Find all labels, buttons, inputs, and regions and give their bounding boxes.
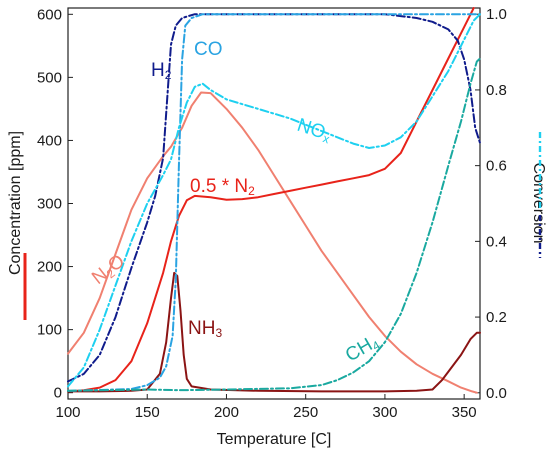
series-label-h2: H2 — [151, 60, 172, 82]
right-y-tick-label: 0.0 — [486, 385, 507, 402]
series-line-0-5-n2 — [67, 7, 475, 393]
x-axis-title: Temperature [C] — [217, 431, 332, 448]
left-y-axis-ticks: 0 100 200 300 400 500 600 — [37, 6, 73, 402]
series-line-h2 — [67, 13, 481, 383]
series-line-nox — [67, 13, 481, 388]
series-label-n2: 0.5 * N2 — [190, 176, 255, 198]
series-label-ch4: CH4 — [342, 331, 383, 367]
x-tick-label: 200 — [214, 404, 239, 421]
series-line-co — [67, 13, 481, 392]
x-tick-label: 100 — [55, 404, 80, 421]
x-tick-label: 250 — [293, 404, 318, 421]
series-label-n2o: N2O — [88, 251, 129, 290]
right-y-tick-label: 0.2 — [486, 309, 507, 326]
series-label-nh3: NH3 — [188, 318, 222, 340]
series-line-nh3 — [67, 271, 481, 393]
x-axis-ticks: 100 150 200 250 300 350 — [55, 394, 477, 421]
right-y-tick-label: 1.0 — [486, 6, 507, 23]
left-y-axis-title-group: Concentration [ppm] — [7, 131, 24, 275]
right-y-tick-label: 0.4 — [486, 233, 507, 250]
left-y-tick-label: 500 — [37, 69, 62, 86]
left-y-tick-label: 200 — [37, 259, 62, 276]
right-y-axis-ticks: 0.0 0.2 0.4 0.6 0.8 1.0 — [475, 6, 507, 402]
left-y-tick-label: 100 — [37, 322, 62, 339]
left-y-tick-label: 300 — [37, 196, 62, 213]
series-line-ch4 — [67, 57, 481, 392]
left-y-tick-label: 600 — [37, 6, 62, 23]
right-y-axis-title: Conversion — [530, 163, 547, 244]
left-y-tick-label: 0 — [54, 385, 62, 402]
right-y-tick-label: 0.8 — [486, 82, 507, 99]
left-y-tick-label: 400 — [37, 132, 62, 149]
plot-frame — [67, 7, 481, 400]
series-lines — [67, 7, 481, 394]
left-y-axis-title: Concentration [ppm] — [7, 131, 24, 275]
series-line-n2o — [67, 91, 478, 394]
right-y-tick-label: 0.6 — [486, 158, 507, 175]
x-tick-label: 350 — [452, 404, 477, 421]
x-tick-label: 150 — [135, 404, 160, 421]
series-label-co: CO — [194, 39, 223, 60]
series-label-nox: NOx — [294, 115, 334, 147]
right-y-axis-title-group: Conversion — [530, 163, 547, 244]
x-tick-label: 300 — [372, 404, 397, 421]
